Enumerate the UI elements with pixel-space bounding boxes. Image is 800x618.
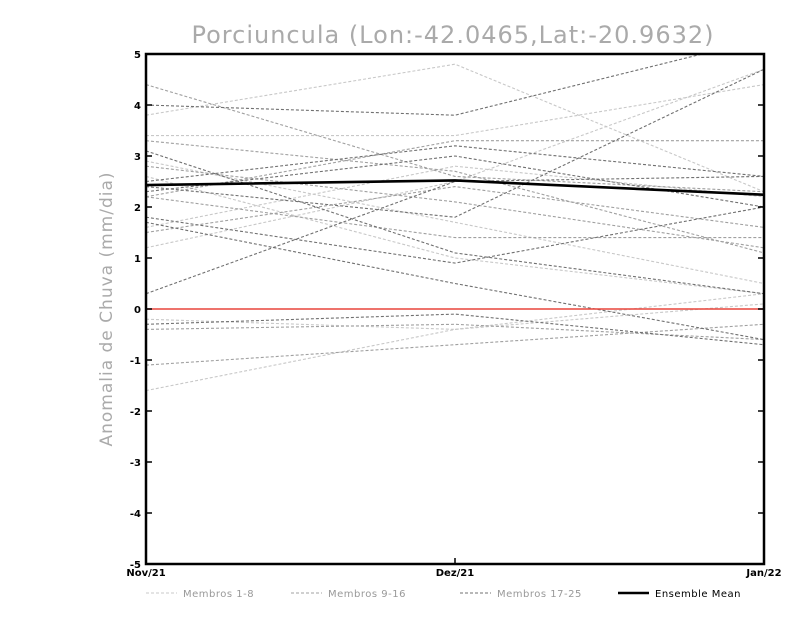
y-axis-ticks: 5 4 3 2 1 0 -1 -2 -3 -4 -5 [130,50,764,571]
x-axis-ticks: Nov/21 Dez/21 Jan/22 [126,558,782,579]
member-line-20 [146,68,764,218]
member-line-24 [146,175,764,295]
member-line-9 [146,84,764,193]
member-line-4 [146,175,764,295]
member-line-12 [146,140,764,198]
member-line-13 [146,196,764,239]
y-tick-label: 2 [134,203,141,214]
member-line-16 [146,323,764,366]
member-line-2 [146,84,764,137]
legend: Membros 1-8 Membros 9-16 Membros 17-25 Ense… [146,589,741,600]
y-tick-label: -3 [130,458,141,469]
member-line-23 [146,221,764,341]
y-tick-label: -5 [130,560,141,571]
member-line-6 [146,68,764,249]
y-tick-label: -2 [130,407,141,418]
member-line-1 [146,63,764,193]
ensemble-mean-layer [146,179,764,197]
y-tick-label: 4 [134,101,141,112]
x-tick-label: Nov/21 [126,568,165,579]
y-tick-label: -1 [130,356,141,367]
series-layer [146,54,764,392]
member-line-5 [146,165,764,228]
member-line-8 [146,293,764,392]
chart-title: Porciuncula (Lon:-42.0465,Lat:-20.9632) [191,21,714,49]
x-tick-label: Jan/22 [745,568,781,579]
legend-label: Membros 1-8 [183,589,254,600]
legend-label: Ensemble Mean [655,589,741,600]
y-tick-label: 5 [134,50,141,61]
y-tick-label: -4 [130,509,141,520]
member-line-19 [146,145,764,183]
y-tick-label: 1 [134,254,141,265]
member-line-18 [146,150,764,295]
y-tick-label: 0 [134,305,141,316]
member-line-22 [146,206,764,264]
y-axis-label: Anomalia de Chuva (mm/dia) [97,171,117,446]
member-line-25 [146,313,764,346]
member-line-10 [146,140,764,254]
legend-label: Membros 9-16 [328,589,406,600]
member-line-21 [146,155,764,208]
member-line-15 [146,323,764,341]
legend-label: Membros 17-25 [497,589,582,600]
y-tick-label: 3 [134,152,141,163]
ensemble-mean-line [146,179,764,197]
member-line-3 [146,160,764,285]
member-line-7 [146,303,764,330]
x-tick-label: Dez/21 [436,568,475,579]
member-line-17 [146,54,705,116]
member-line-11 [146,165,764,249]
member-line-14 [146,186,764,234]
